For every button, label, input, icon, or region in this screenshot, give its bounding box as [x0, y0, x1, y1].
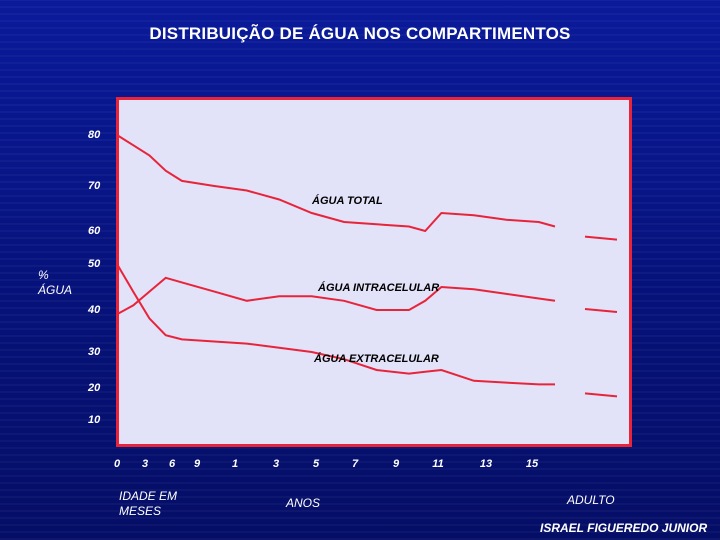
x-tick-label: 9: [193, 458, 201, 470]
adult-segment-agua-intracelular: [584, 308, 618, 313]
series-line-agua-extracelular: [116, 263, 555, 386]
x-tick-label: 3: [272, 458, 280, 470]
x-tick-label: 0: [113, 458, 121, 470]
adult-segment-agua-total: [584, 235, 618, 241]
series-label-agua-extracelular: ÁGUA EXTRACELULAR: [314, 353, 439, 365]
x-tick-label: 11: [432, 458, 444, 470]
series-label-agua-intracelular: ÁGUA INTRACELULAR: [318, 282, 440, 294]
y-tick-label: 60: [88, 225, 101, 237]
x-group-adult: ADULTO: [567, 493, 615, 507]
series-label-agua-total: ÁGUA TOTAL: [312, 195, 383, 207]
y-axis-label-line1: %: [38, 268, 49, 282]
x-tick-label: 9: [392, 458, 400, 470]
x-tick-label: 13: [479, 458, 493, 470]
y-tick-label: 50: [88, 258, 101, 270]
chart-title: DISTRIBUIÇÃO DE ÁGUA NOS COMPARTIMENTOS: [149, 24, 571, 43]
author-credit: ISRAEL FIGUEREDO JUNIOR: [540, 521, 708, 535]
x-tick-label: 1: [231, 458, 239, 470]
x-tick-label: 7: [351, 458, 359, 470]
x-group-months: IDADE EM MESES: [119, 489, 177, 519]
x-tick-label: 6: [168, 458, 176, 470]
y-tick-label: 10: [88, 414, 101, 426]
plot-area: [116, 97, 632, 447]
x-group-months-line1: IDADE EM: [119, 489, 178, 503]
series-line-agua-intracelular: [116, 276, 556, 316]
x-group-months-line2: MESES: [119, 504, 162, 518]
x-tick-label: 15: [525, 458, 539, 470]
y-tick-label: 30: [88, 346, 101, 358]
y-tick-label: 70: [88, 180, 101, 192]
y-tick-label: 20: [88, 382, 101, 394]
x-group-years: ANOS: [286, 496, 321, 510]
y-tick-label: 40: [88, 304, 101, 316]
series-line-agua-total: [116, 134, 556, 233]
x-tick-label: 3: [141, 458, 149, 470]
x-tick-label: 5: [312, 458, 320, 470]
adult-segment-agua-extracelular: [584, 392, 618, 398]
y-axis-label: % ÁGUA: [38, 268, 72, 298]
y-axis-label-line2: ÁGUA: [38, 283, 73, 297]
y-tick-label: 80: [88, 129, 101, 141]
